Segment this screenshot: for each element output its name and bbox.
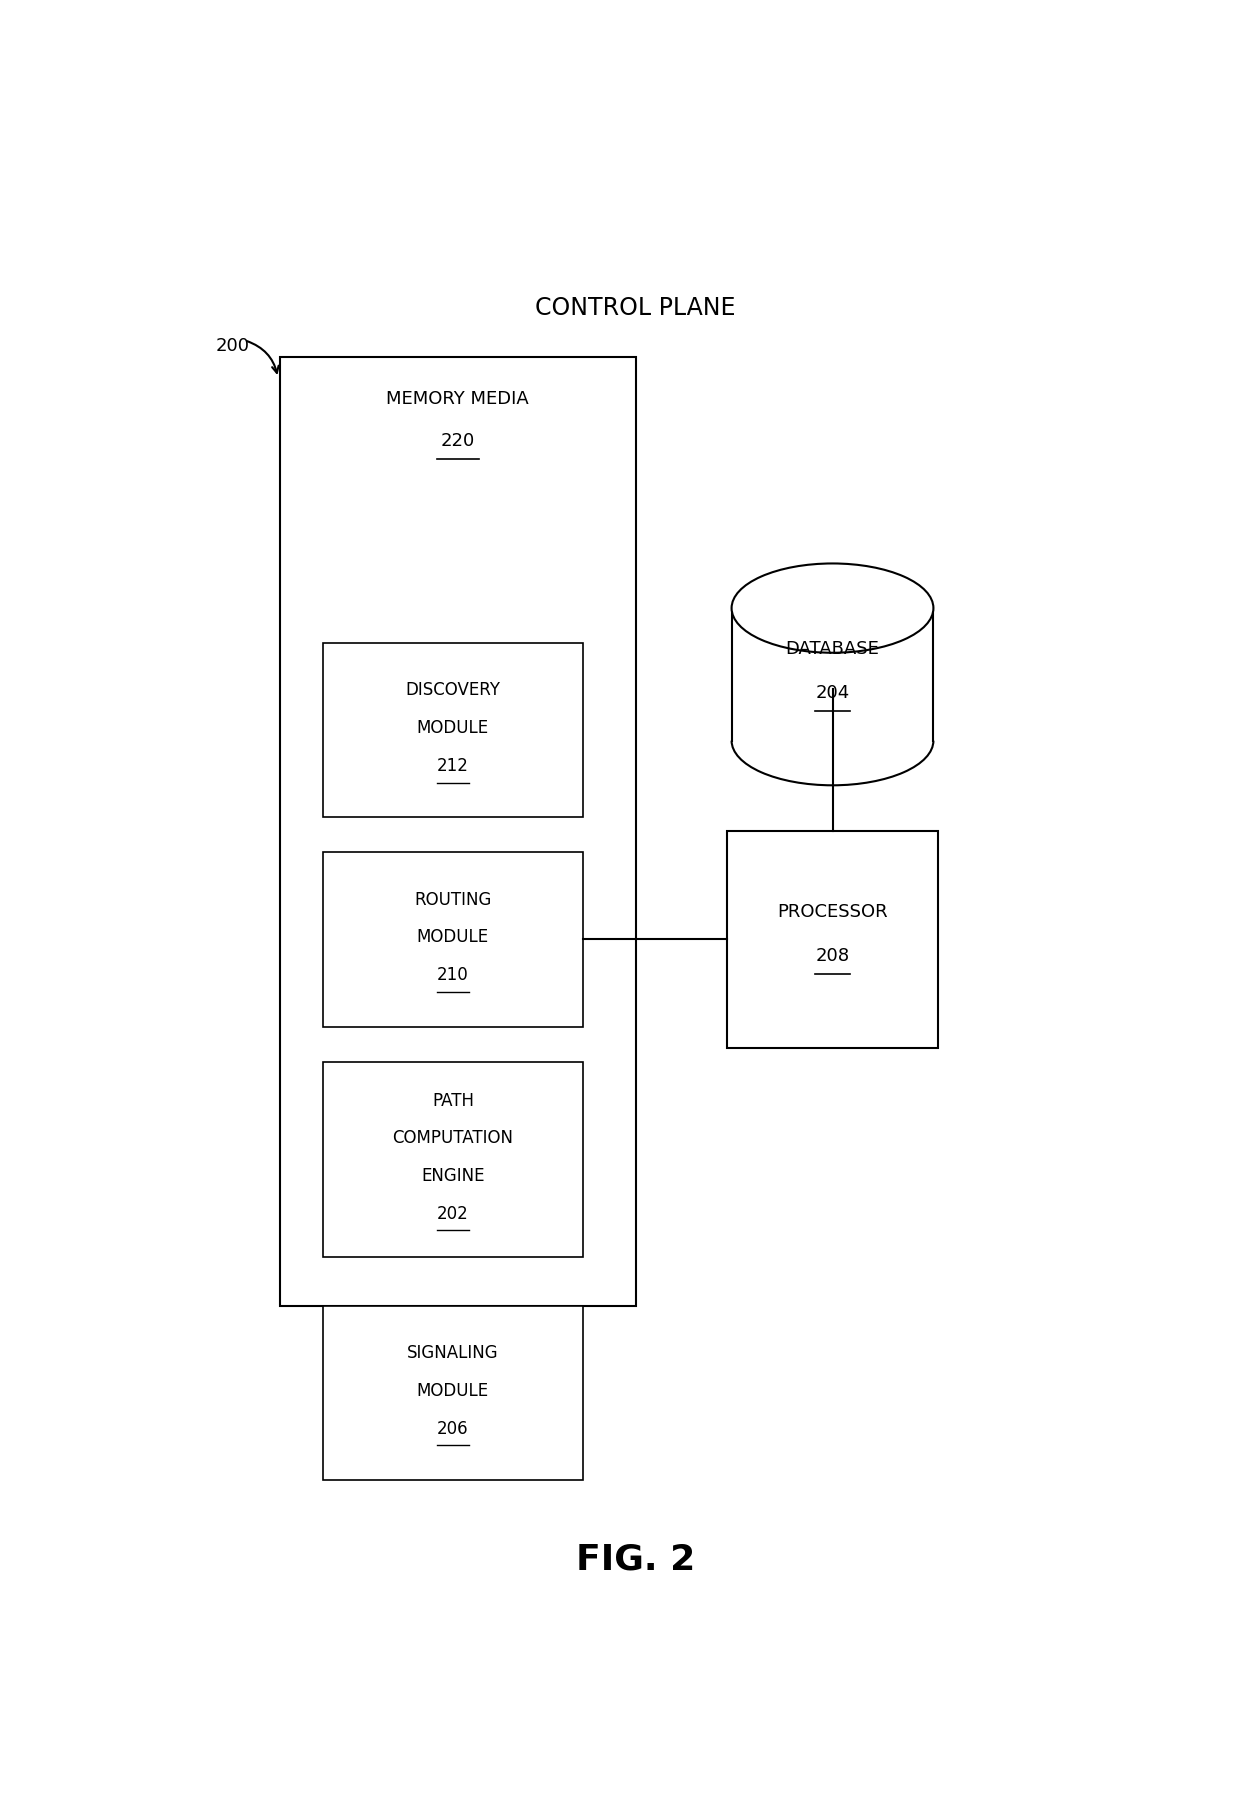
Text: 202: 202 <box>436 1205 469 1223</box>
FancyArrowPatch shape <box>247 341 279 373</box>
Text: MODULE: MODULE <box>417 1383 489 1401</box>
Bar <box>324 1306 583 1480</box>
Text: ROUTING: ROUTING <box>414 892 491 908</box>
Text: 200: 200 <box>216 337 249 355</box>
Text: 212: 212 <box>436 757 469 776</box>
Text: CONTROL PLANE: CONTROL PLANE <box>536 295 735 321</box>
Bar <box>280 357 635 1306</box>
Text: 220: 220 <box>440 431 475 449</box>
Bar <box>324 852 583 1027</box>
Text: FIG. 2: FIG. 2 <box>575 1542 696 1576</box>
Text: SIGNALING: SIGNALING <box>407 1345 498 1363</box>
Bar <box>732 609 934 741</box>
Text: ENGINE: ENGINE <box>422 1167 485 1185</box>
Text: PATH: PATH <box>432 1091 474 1109</box>
Text: 206: 206 <box>436 1419 469 1437</box>
Bar <box>324 1062 583 1258</box>
Text: 210: 210 <box>436 966 469 984</box>
Ellipse shape <box>732 564 934 652</box>
Text: PROCESSOR: PROCESSOR <box>777 902 888 920</box>
Bar <box>324 643 583 817</box>
Text: MODULE: MODULE <box>417 928 489 946</box>
Text: MODULE: MODULE <box>417 719 489 737</box>
Text: COMPUTATION: COMPUTATION <box>392 1129 513 1147</box>
Text: 204: 204 <box>816 683 849 701</box>
Text: DISCOVERY: DISCOVERY <box>405 681 501 699</box>
Text: 208: 208 <box>816 948 849 966</box>
Text: DATABASE: DATABASE <box>786 640 879 658</box>
Bar <box>727 832 939 1047</box>
Text: MEMORY MEDIA: MEMORY MEDIA <box>387 390 529 408</box>
